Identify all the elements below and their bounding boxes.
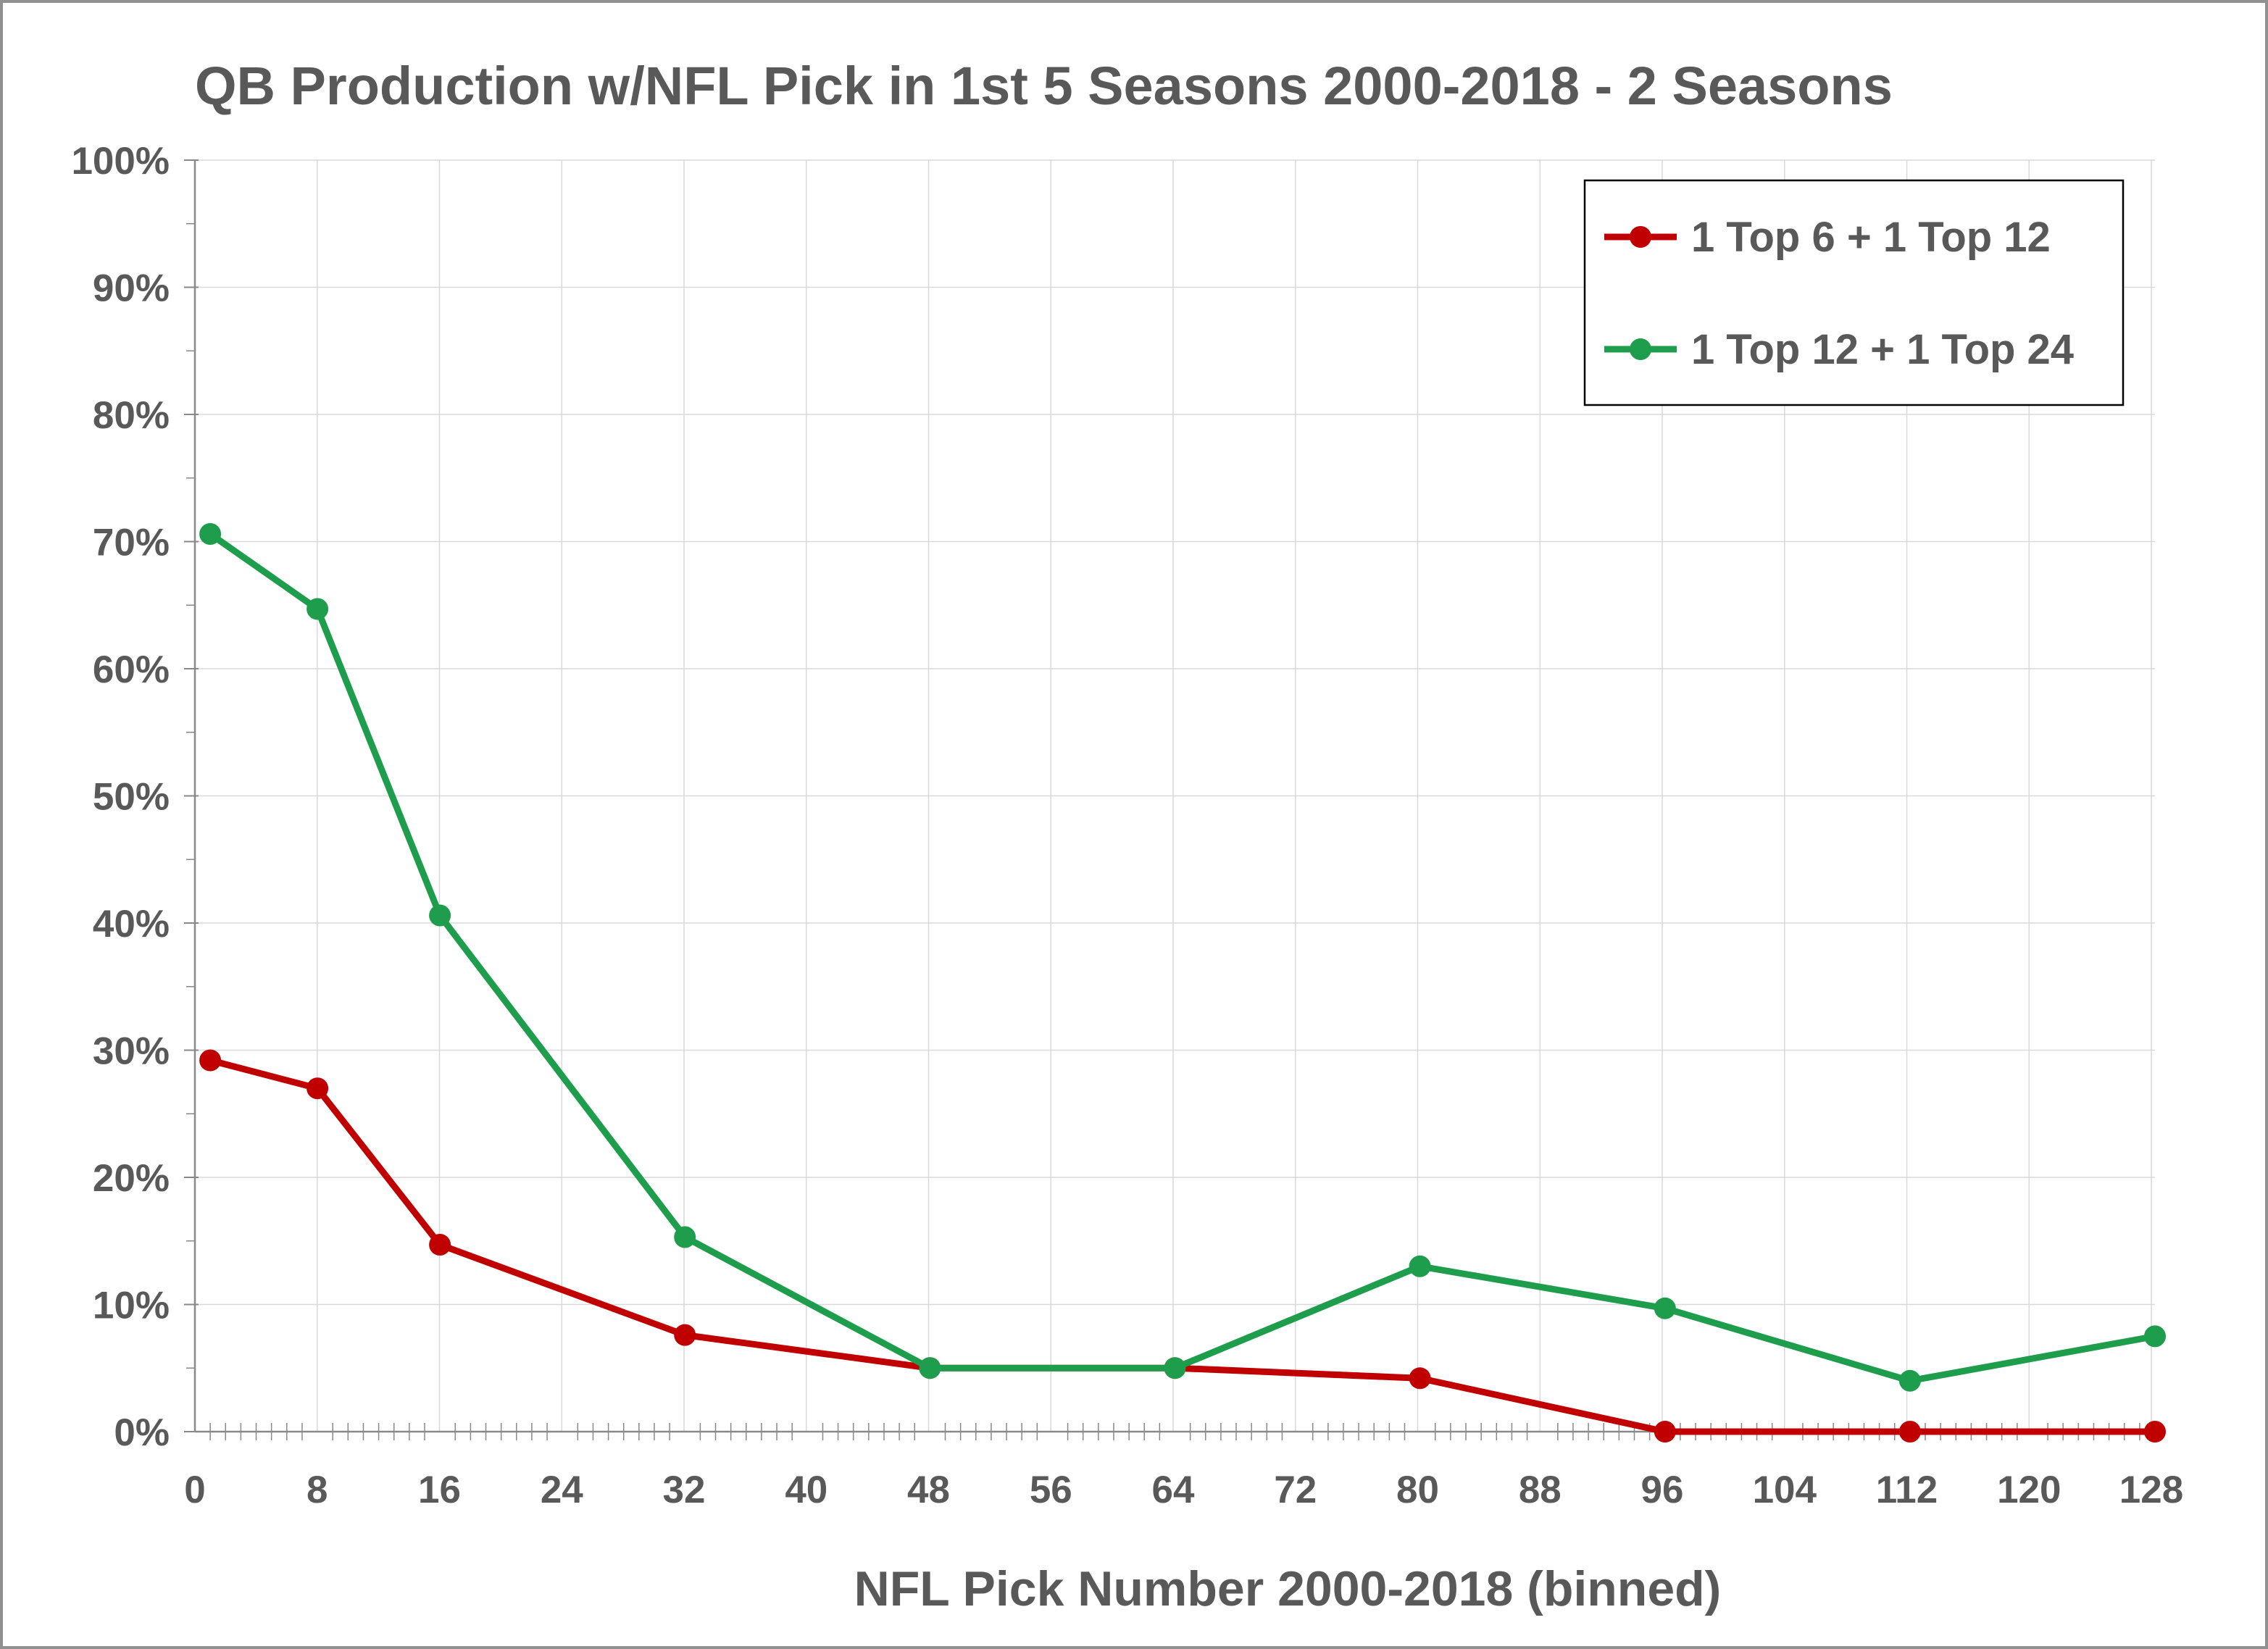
svg-text:40%: 40% [93, 903, 170, 945]
svg-text:32: 32 [663, 1469, 706, 1511]
svg-text:50%: 50% [93, 776, 170, 819]
svg-text:8: 8 [307, 1469, 328, 1511]
svg-text:90%: 90% [93, 267, 170, 310]
svg-text:1 Top 6 + 1 Top 12: 1 Top 6 + 1 Top 12 [1691, 214, 2051, 261]
svg-text:120: 120 [1997, 1469, 2061, 1511]
svg-text:16: 16 [418, 1469, 461, 1511]
svg-text:112: 112 [1876, 1469, 1938, 1511]
svg-text:48: 48 [907, 1469, 950, 1511]
svg-text:1 Top 12 + 1 Top 24: 1 Top 12 + 1 Top 24 [1691, 326, 2074, 373]
svg-text:64: 64 [1152, 1469, 1195, 1511]
svg-text:30%: 30% [93, 1030, 170, 1073]
svg-text:104: 104 [1753, 1469, 1817, 1511]
svg-text:80: 80 [1396, 1469, 1439, 1511]
svg-text:NFL Pick Number 2000-2018 (bin: NFL Pick Number 2000-2018 (binned) [854, 1561, 1722, 1616]
svg-text:56: 56 [1030, 1469, 1072, 1511]
svg-text:0: 0 [184, 1469, 205, 1511]
svg-text:10%: 10% [93, 1285, 170, 1327]
svg-text:72: 72 [1274, 1469, 1317, 1511]
svg-text:20%: 20% [93, 1157, 170, 1200]
svg-text:60%: 60% [93, 648, 170, 691]
svg-text:96: 96 [1641, 1469, 1684, 1511]
svg-text:40: 40 [785, 1469, 827, 1511]
svg-text:88: 88 [1519, 1469, 1562, 1511]
svg-text:80%: 80% [93, 394, 170, 437]
svg-text:QB Production w/NFL Pick in 1s: QB Production w/NFL Pick in 1st 5 Season… [195, 56, 1893, 116]
svg-text:100%: 100% [71, 140, 170, 183]
svg-text:128: 128 [2119, 1469, 2183, 1511]
svg-text:24: 24 [541, 1469, 583, 1511]
svg-text:0%: 0% [114, 1411, 170, 1454]
svg-text:70%: 70% [93, 522, 170, 564]
